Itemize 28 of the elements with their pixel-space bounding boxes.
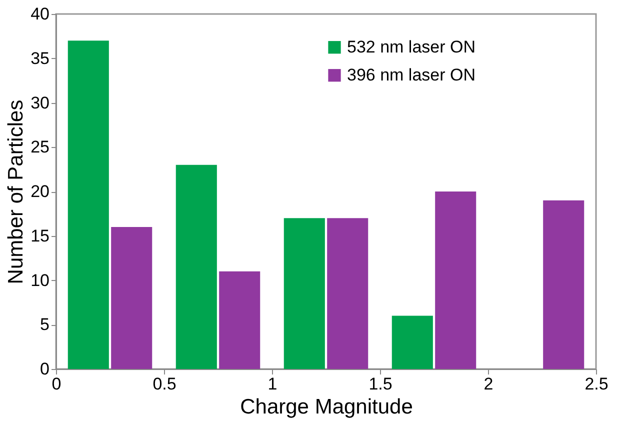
- y-tick-label: 30: [30, 93, 50, 112]
- bar: [327, 218, 368, 369]
- x-tick-label: 0: [52, 374, 62, 394]
- bar: [543, 200, 584, 369]
- legend-label: 396 nm laser ON: [347, 65, 476, 84]
- y-tick-label: 15: [30, 226, 50, 246]
- bar: [176, 164, 217, 369]
- x-tick-label: 2.5: [584, 374, 608, 394]
- bar: [284, 218, 325, 369]
- y-tick-label: 10: [30, 270, 50, 290]
- bar: [111, 227, 152, 369]
- y-axis-title: Number of Particles: [4, 100, 28, 284]
- y-tick-label: 5: [40, 315, 50, 334]
- bar: [219, 271, 260, 369]
- bar: [392, 316, 433, 369]
- x-tick-label: 1.5: [368, 374, 392, 394]
- y-tick-label: 25: [30, 138, 50, 157]
- x-tick-label: 2: [484, 374, 494, 394]
- x-tick-label: 1: [268, 374, 278, 394]
- y-tick-label: 40: [30, 4, 50, 24]
- x-tick-label: 0.5: [152, 374, 176, 394]
- legend-label: 532 nm laser ON: [347, 37, 476, 56]
- bar: [435, 192, 476, 369]
- x-axis-title: Charge Magnitude: [240, 396, 413, 418]
- y-tick-label: 35: [30, 48, 50, 68]
- y-tick-label: 0: [40, 360, 50, 378]
- y-tick-label: 20: [30, 182, 50, 201]
- bar: [68, 40, 109, 369]
